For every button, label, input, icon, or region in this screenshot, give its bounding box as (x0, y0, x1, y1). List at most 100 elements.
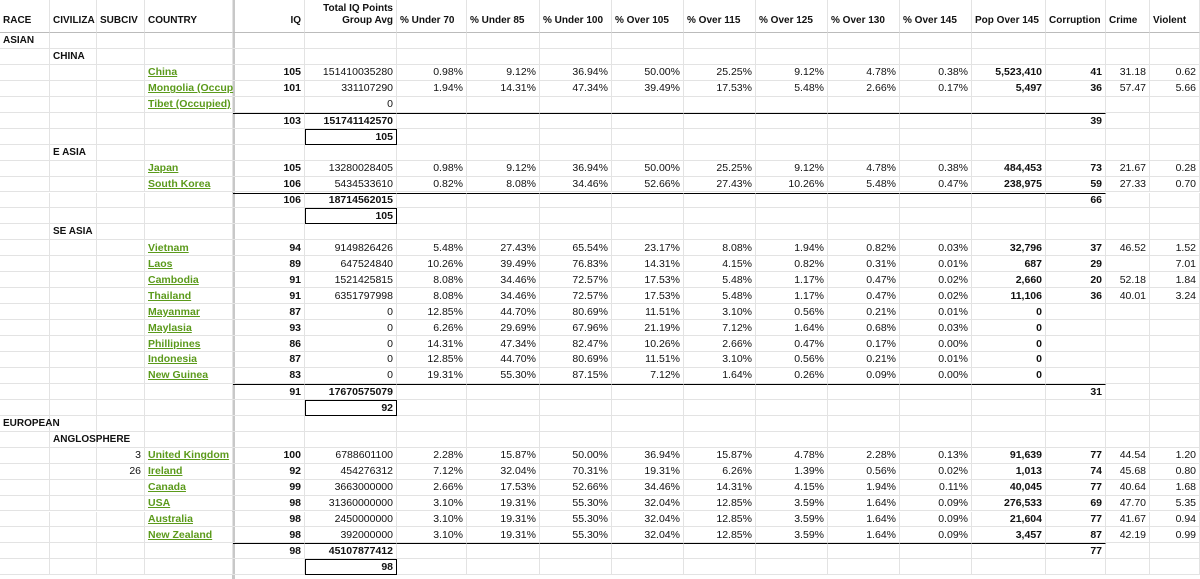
cell: 7.12% (684, 320, 756, 337)
cell: 10.26% (397, 256, 467, 273)
cell (1150, 559, 1200, 576)
cell: 0.56% (756, 352, 828, 368)
country-name[interactable]: Mayanmar (145, 304, 233, 321)
country-name[interactable]: Laos (145, 256, 233, 273)
cell (1106, 33, 1150, 49)
cell: 0.82% (828, 240, 900, 257)
cell (972, 144, 1046, 161)
cell: 2.66% (828, 80, 900, 97)
cell: 19.31% (467, 527, 540, 544)
cell (397, 224, 467, 241)
group-label (50, 80, 97, 97)
cell (612, 383, 684, 400)
cell (1106, 336, 1150, 352)
cell: 331107290 (305, 80, 397, 97)
country-name[interactable]: South Korea (145, 176, 233, 193)
country-name[interactable]: Tibet (Occupied) (145, 96, 233, 113)
cell (397, 543, 467, 560)
cell (756, 543, 828, 560)
cell: 13280028405 (305, 160, 397, 177)
cell: 8.08% (684, 240, 756, 257)
cell: 1.64% (756, 320, 828, 337)
cell (233, 415, 305, 432)
cell: 27.43% (467, 240, 540, 257)
country-name[interactable]: USA (145, 495, 233, 512)
cell (97, 383, 145, 400)
cell (1046, 144, 1106, 161)
cell: 12.85% (397, 352, 467, 368)
country-name[interactable]: Canada (145, 479, 233, 496)
group-label (0, 64, 50, 81)
group-label (0, 463, 50, 480)
cell: 31 (1046, 383, 1106, 400)
group-label (50, 192, 97, 209)
cell: 0.31% (828, 256, 900, 273)
cell: 23.17% (612, 240, 684, 257)
cell (828, 543, 900, 560)
cell (612, 431, 684, 448)
group-label (0, 431, 50, 448)
cell (756, 208, 828, 225)
country-name[interactable]: United Kingdom (145, 447, 233, 464)
country-name[interactable]: Mongolia (Occup (145, 80, 233, 97)
cell (612, 144, 684, 161)
cell (684, 96, 756, 113)
column-header: CIVILIZA (50, 0, 97, 33)
cell: 2450000000 (305, 511, 397, 528)
cell (540, 192, 612, 209)
country-name[interactable]: New Guinea (145, 367, 233, 384)
country-name[interactable]: Ireland (145, 463, 233, 480)
country-name[interactable]: Vietnam (145, 240, 233, 257)
cell: 105 (233, 160, 305, 177)
cell (1046, 128, 1106, 145)
country-name[interactable]: China (145, 64, 233, 81)
cell (612, 208, 684, 225)
country-name[interactable]: Maylasia (145, 320, 233, 337)
cell: 3.10% (397, 511, 467, 528)
cell (756, 383, 828, 400)
cell: 57.47 (1106, 80, 1150, 97)
country-name[interactable]: New Zealand (145, 527, 233, 544)
cell: 32.04% (612, 511, 684, 528)
cell (540, 33, 612, 49)
cell (467, 208, 540, 225)
cell (1150, 320, 1200, 337)
cell (97, 352, 145, 368)
cell: 67.96% (540, 320, 612, 337)
cell: 3.10% (397, 495, 467, 512)
cell (828, 112, 900, 129)
cell: 14.31% (467, 80, 540, 97)
cell: 27.43% (684, 176, 756, 193)
cell: 151410035280 (305, 64, 397, 81)
group-label: E ASIA (50, 144, 97, 161)
cell: 0.01% (900, 352, 972, 368)
cell: 1.94% (397, 80, 467, 97)
cell (612, 33, 684, 49)
column-header: % Over 130 (828, 0, 900, 33)
group-label (0, 288, 50, 305)
cell: 0.00% (900, 336, 972, 352)
country-name[interactable]: Australia (145, 511, 233, 528)
group-label (50, 463, 97, 480)
country-name[interactable]: Indonesia (145, 352, 233, 368)
group-label (50, 160, 97, 177)
column-header: RACE (0, 0, 50, 33)
cell (972, 559, 1046, 576)
cell: 9149826426 (305, 240, 397, 257)
country-name[interactable]: Phillipines (145, 336, 233, 352)
column-header: % Over 125 (756, 0, 828, 33)
group-label (50, 256, 97, 273)
country-name[interactable]: Thailand (145, 288, 233, 305)
cell: 32,796 (972, 240, 1046, 257)
cell: 3.10% (397, 527, 467, 544)
group-label (50, 33, 97, 49)
cell (684, 383, 756, 400)
cell (97, 399, 145, 416)
cell (97, 64, 145, 81)
country-name[interactable]: Cambodia (145, 272, 233, 289)
country-name[interactable]: Japan (145, 160, 233, 177)
cell (97, 543, 145, 560)
group-label (50, 479, 97, 496)
cell: 238,975 (972, 176, 1046, 193)
cell: 74 (1046, 463, 1106, 480)
